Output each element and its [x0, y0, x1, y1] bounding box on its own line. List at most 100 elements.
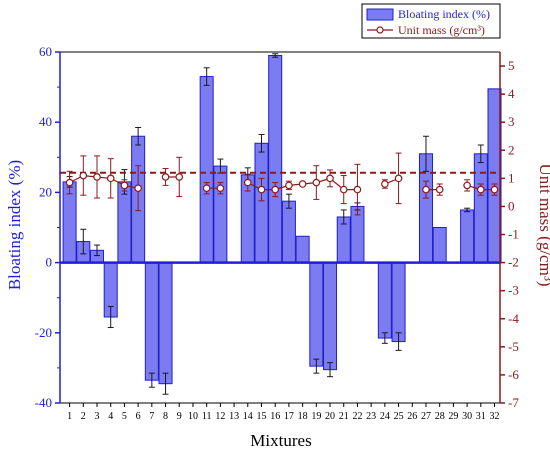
x-axis-tick-label: 12 — [215, 411, 225, 422]
x-axis-tick-label: 21 — [339, 411, 349, 422]
legend-point-swatch — [376, 26, 384, 34]
unit-mass-point — [257, 185, 266, 194]
right-axis-tick-label: 1 — [508, 170, 515, 185]
unit-mass-point — [422, 185, 430, 194]
x-axis-tick-label: 6 — [136, 411, 141, 422]
bar — [158, 262, 173, 385]
x-axis-tick-label: 7 — [149, 411, 154, 422]
unit-mass-point — [394, 174, 403, 183]
legend-label-bloating-index: Bloating index (%) — [398, 7, 490, 21]
x-axis-tick-label: 10 — [188, 411, 198, 422]
right-axis-tick-label: -2 — [508, 255, 519, 270]
legend-label-unit-mass: Unit mass (g/cm³) — [398, 23, 485, 37]
bar — [309, 262, 324, 367]
unit-mass-point — [243, 178, 252, 187]
bar — [199, 76, 214, 264]
left-axis-tick-label: -20 — [35, 325, 52, 340]
unit-mass-point — [216, 184, 225, 192]
unit-mass-point — [312, 178, 321, 187]
right-axis-tick-label: 4 — [508, 86, 515, 101]
x-axis-tick-label: 19 — [311, 411, 321, 422]
x-axis-tick-label: 9 — [177, 411, 182, 422]
x-axis-tick-label: 24 — [380, 411, 390, 422]
x-axis: 1 2 3 4 5 6 7 8 9 10 11 12 13 14 15 16 17 18 19 20 21 22 23 24 2… — [67, 403, 500, 422]
unit-mass-point — [463, 181, 471, 190]
unit-mass-point — [490, 185, 499, 194]
x-axis-tick-label: 13 — [229, 411, 239, 422]
unit-mass-point — [79, 171, 88, 180]
right-axis-tick-label: -7 — [508, 395, 519, 410]
bar — [377, 262, 392, 339]
right-axis-tick-label: 0 — [508, 198, 515, 213]
left-axis-tick-label: 60 — [39, 44, 52, 59]
x-axis-tick-label: 18 — [298, 411, 308, 422]
unit-mass-point — [202, 184, 211, 192]
x-axis-tick-label: 20 — [325, 411, 335, 422]
right-axis-tick-label: -6 — [508, 367, 519, 382]
right-axis-tick-label: 3 — [508, 114, 515, 129]
unit-mass-point — [120, 181, 129, 190]
x-axis-tick-label: 22 — [352, 411, 362, 422]
left-y-axis: -40 -20 0 20 40 60 — [35, 44, 61, 410]
unit-mass-point — [326, 174, 334, 183]
right-y-axis: -7 -6 -5 -4 -3 -2 -1 0 1 2 3 4 5 — [499, 52, 519, 410]
bar — [144, 262, 159, 381]
right-y-axis-title: Unit mass (g/cm³) — [536, 163, 550, 286]
x-axis-tick-label: 2 — [81, 411, 86, 422]
x-axis-tick-label: 5 — [122, 411, 127, 422]
x-axis-tick-label: 32 — [490, 411, 500, 422]
bar — [268, 55, 283, 264]
unit-mass-point — [106, 174, 115, 183]
bar — [473, 153, 488, 264]
unit-mass-point — [353, 185, 362, 194]
bar — [281, 200, 296, 264]
bar — [487, 88, 502, 264]
left-axis-tick-label: 20 — [39, 184, 52, 199]
plot-area — [60, 51, 502, 404]
x-axis-tick-label: 27 — [421, 411, 431, 422]
x-axis-tick-label: 3 — [95, 411, 100, 422]
bar — [213, 165, 228, 264]
bar — [295, 235, 310, 264]
x-axis-tick-label: 14 — [243, 411, 253, 422]
unit-mass-point — [134, 184, 142, 192]
unit-mass-point — [271, 185, 280, 194]
x-axis-tick-label: 28 — [435, 411, 445, 422]
legend: Bloating index (%) Unit mass (g/cm³) — [361, 3, 501, 39]
x-axis-tick-label: 16 — [270, 411, 280, 422]
right-axis-tick-label: -3 — [508, 283, 519, 298]
x-axis-tick-label: 8 — [163, 411, 168, 422]
bar — [323, 262, 338, 371]
right-axis-tick-label: -4 — [508, 311, 519, 326]
bar — [432, 227, 447, 264]
x-axis-tick-label: 17 — [284, 411, 294, 422]
bar — [254, 142, 269, 264]
right-axis-tick-label: 2 — [508, 142, 515, 157]
left-y-axis-title: Bloating index (%) — [5, 160, 24, 290]
right-axis-tick-label: 5 — [508, 58, 515, 73]
left-axis-tick-label: -40 — [35, 395, 52, 410]
x-axis-tick-label: 31 — [476, 411, 486, 422]
left-axis-tick-label: 40 — [39, 114, 52, 129]
unit-mass-point — [161, 173, 170, 181]
legend-bar-swatch — [366, 8, 394, 21]
x-axis-tick-label: 30 — [462, 411, 472, 422]
x-axis-tick-label: 29 — [448, 411, 458, 422]
x-axis-tick-label: 15 — [256, 411, 266, 422]
x-axis-tick-label: 26 — [407, 411, 417, 422]
left-axis-tick-label: 0 — [46, 255, 53, 270]
right-axis-tick-label: -1 — [508, 227, 519, 242]
unit-mass-point — [435, 185, 444, 194]
unit-mass-point — [298, 180, 307, 188]
x-axis-tick-label: 23 — [366, 411, 376, 422]
x-axis-tick-label: 1 — [67, 411, 72, 422]
unit-mass-point — [477, 185, 485, 194]
unit-mass-point — [65, 178, 74, 187]
x-axis-title: Mixtures — [250, 431, 311, 450]
unit-mass-point — [93, 173, 101, 181]
unit-mass-point — [339, 185, 348, 194]
x-axis-tick-label: 4 — [108, 411, 113, 422]
unit-mass-point — [175, 173, 184, 181]
unit-mass-point — [381, 180, 389, 188]
